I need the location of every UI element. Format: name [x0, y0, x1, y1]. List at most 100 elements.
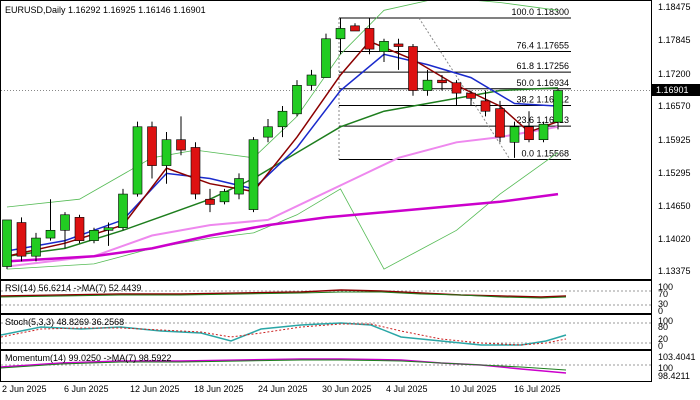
- candle-body: [480, 100, 491, 112]
- stoch-svg: [1, 322, 651, 346]
- rsi-ma-line: [1, 291, 567, 299]
- stoch-tick: 0: [658, 341, 664, 351]
- ma-green-line: [6, 87, 559, 257]
- fib-level-label: 61.8 1.17256: [516, 61, 569, 71]
- candle-body: [103, 227, 114, 231]
- momentum-ma-line: [1, 359, 567, 371]
- axis-tick: 1.14020: [658, 234, 691, 244]
- date-label: 16 Jul 2025: [514, 384, 561, 394]
- axis-tick: 1.16570: [658, 101, 691, 111]
- candle-body: [335, 28, 346, 40]
- momentum-tick: 98.4211: [658, 371, 690, 381]
- price-chart-pane[interactable]: 100.0 1.18300 76.4 1.17655 61.8 1.17256 50.…: [0, 0, 652, 280]
- stoch-main-line: [1, 322, 567, 346]
- candle-body: [147, 126, 157, 166]
- candle-body: [132, 126, 143, 195]
- axis-tick: 1.17845: [658, 35, 691, 45]
- stoch-tick: 20: [658, 334, 669, 344]
- candle-body: [219, 191, 230, 203]
- fib-level-label: 0.0 1.15568: [521, 148, 569, 158]
- candle-body: [408, 46, 418, 91]
- date-label: 2 Jun 2025: [2, 384, 47, 394]
- candle-body: [437, 79, 447, 84]
- bollinger-upper-band: [6, 1, 559, 208]
- stoch-signal-line: [1, 323, 567, 346]
- candle-body: [553, 90, 563, 123]
- axis-tick: 1.15295: [658, 168, 691, 178]
- momentum-pane[interactable]: Momentum(14) 99.0250 ->MA(7) 98.5922: [0, 350, 652, 382]
- fib-level-label: 50.0 1.16934: [516, 78, 569, 88]
- date-label: 6 Jun 2025: [64, 384, 109, 394]
- candle-body: [16, 222, 27, 257]
- candle-body: [205, 198, 215, 205]
- candle-body: [2, 219, 12, 267]
- axis-tick: 1.15925: [658, 135, 691, 145]
- bollinger-lower-band: [6, 152, 559, 270]
- candle-body: [451, 82, 462, 94]
- stoch-tick: 100: [658, 316, 674, 326]
- date-label: 10 Jul 2025: [450, 384, 497, 394]
- ma-blue-line: [6, 53, 559, 252]
- rsi-line: [1, 289, 567, 298]
- symbol-info: EURUSD,Daily 1.16292 1.16925 1.16146 1.1…: [5, 5, 206, 15]
- ma-magenta-line: [6, 192, 559, 263]
- candle-body: [248, 139, 259, 210]
- date-label: 18 Jun 2025: [194, 384, 244, 394]
- rsi-svg: [1, 289, 651, 306]
- momentum-label: Momentum(14) 99.0250 ->MA(7) 98.5922: [5, 353, 172, 363]
- candle-body: [60, 214, 70, 231]
- candle-body: [364, 28, 375, 50]
- candle-body: [292, 85, 302, 115]
- momentum-tick: 100: [658, 363, 674, 373]
- date-label: 24 Jun 2025: [258, 384, 308, 394]
- candle-body: [31, 237, 41, 257]
- momentum-svg: [1, 358, 651, 374]
- fib-level-label: 76.4 1.17655: [516, 40, 569, 50]
- candle-body: [161, 139, 172, 166]
- fib-level-label: 38.2 1.16612: [516, 94, 569, 104]
- candle-body: [190, 147, 201, 195]
- rsi-label: RSI(14) 56.6214 ->MA(7) 52.4439: [5, 283, 142, 293]
- stoch-tick: 80: [658, 322, 669, 332]
- candle-body: [379, 41, 389, 53]
- candle-body: [263, 126, 273, 138]
- axis-tick: 1.13375: [658, 266, 691, 276]
- candle-body: [45, 229, 56, 239]
- candle-body: [509, 126, 520, 143]
- rsi-tick: 0: [658, 306, 664, 316]
- candle-body: [321, 38, 331, 78]
- rsi-tick: 30: [658, 299, 669, 309]
- axis-tick: 1.18475: [658, 2, 691, 12]
- candle-body: [495, 108, 505, 138]
- axis-tick: 1.14650: [658, 201, 691, 211]
- price-axis[interactable]: 1.18475 1.17845 1.17200 1.16570 1.15925 …: [652, 0, 700, 400]
- candle-body: [89, 229, 99, 241]
- current-price-label: 1.16901: [652, 84, 700, 96]
- rsi-tick: 70: [658, 289, 669, 299]
- fib-level-label: 23.6 1.16213: [516, 115, 569, 125]
- candle-body: [422, 79, 433, 91]
- candle-body: [524, 126, 534, 141]
- candle-body: [538, 123, 549, 141]
- candle-body: [277, 110, 288, 128]
- candle-body: [234, 178, 244, 195]
- date-label: 12 Jun 2025: [130, 384, 180, 394]
- date-label: 4 Jul 2025: [386, 384, 428, 394]
- axis-tick: 1.17200: [658, 69, 691, 79]
- stoch-pane[interactable]: Stoch(5,3,3) 48.8269 36.2568: [0, 314, 652, 350]
- date-label: 30 Jun 2025: [322, 384, 372, 394]
- ma-dark-line: [6, 40, 559, 257]
- price-chart-svg: 100.0 1.18300 76.4 1.17655 61.8 1.17256 50.…: [1, 1, 651, 270]
- ma-pink-line: [6, 125, 559, 268]
- fib-level-label: 100.0 1.18300: [511, 7, 569, 17]
- candle-body: [350, 25, 360, 32]
- candle-body: [393, 43, 404, 47]
- momentum-tick: 103.4041: [658, 352, 696, 362]
- candle-body: [306, 74, 317, 86]
- rsi-pane[interactable]: RSI(14) 56.6214 ->MA(7) 52.4439: [0, 280, 652, 314]
- stoch-label: Stoch(5,3,3) 48.8269 36.2568: [5, 317, 125, 327]
- rsi-tick: 100: [658, 282, 674, 292]
- candle-body: [118, 193, 128, 229]
- candle-body: [176, 139, 186, 151]
- candle-body: [74, 217, 85, 241]
